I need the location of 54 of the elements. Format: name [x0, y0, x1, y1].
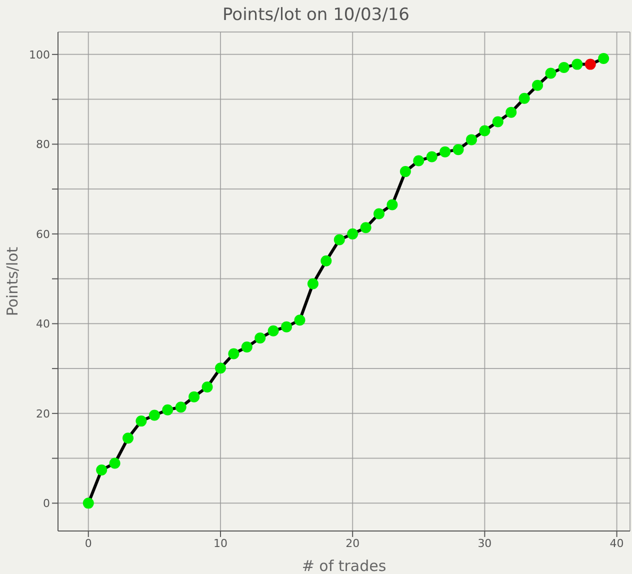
point	[426, 151, 438, 162]
point	[374, 208, 385, 220]
point	[228, 348, 240, 360]
point	[268, 325, 279, 336]
point	[452, 144, 464, 156]
point	[175, 402, 186, 413]
point	[109, 458, 120, 469]
point	[320, 255, 332, 266]
y-tick-label: 20	[36, 407, 50, 420]
y-tick-label: 60	[36, 228, 50, 241]
point	[598, 52, 610, 64]
point	[572, 58, 583, 70]
point	[162, 404, 174, 416]
point	[440, 146, 451, 158]
point	[82, 498, 94, 509]
point	[479, 125, 490, 136]
point	[518, 92, 530, 104]
point	[584, 58, 596, 70]
point	[188, 391, 200, 402]
point	[492, 116, 504, 128]
point	[136, 416, 147, 427]
point	[413, 155, 424, 166]
chart-title: Points/lot on 10/03/16	[222, 5, 410, 25]
point	[307, 278, 318, 290]
x-tick-label: 0	[84, 536, 92, 550]
point	[386, 199, 398, 210]
point	[558, 62, 570, 73]
y-tick-label: 100	[29, 48, 50, 62]
x-tick-label: 40	[610, 536, 624, 550]
x-tick-label: 20	[346, 536, 360, 550]
point	[281, 321, 292, 332]
x-tick-label: 10	[213, 536, 228, 550]
x-tick-label: 30	[478, 536, 492, 550]
point	[148, 410, 160, 421]
y-axis-title: Points/lot	[3, 246, 22, 316]
y-tick-label: 40	[36, 318, 50, 331]
point	[532, 80, 544, 91]
point	[122, 432, 134, 444]
point	[214, 362, 226, 374]
point	[347, 228, 358, 240]
point	[506, 106, 517, 118]
point	[96, 464, 108, 476]
point	[334, 234, 345, 246]
x-axis-title: # of trades	[302, 557, 386, 574]
point	[400, 166, 411, 178]
point	[545, 68, 556, 79]
y-tick-label: 80	[36, 138, 50, 152]
point	[294, 314, 306, 326]
point	[466, 134, 477, 146]
point	[202, 381, 213, 392]
point	[254, 332, 266, 344]
point	[360, 222, 372, 234]
y-tick-label: 0	[43, 497, 50, 510]
point	[241, 342, 252, 353]
